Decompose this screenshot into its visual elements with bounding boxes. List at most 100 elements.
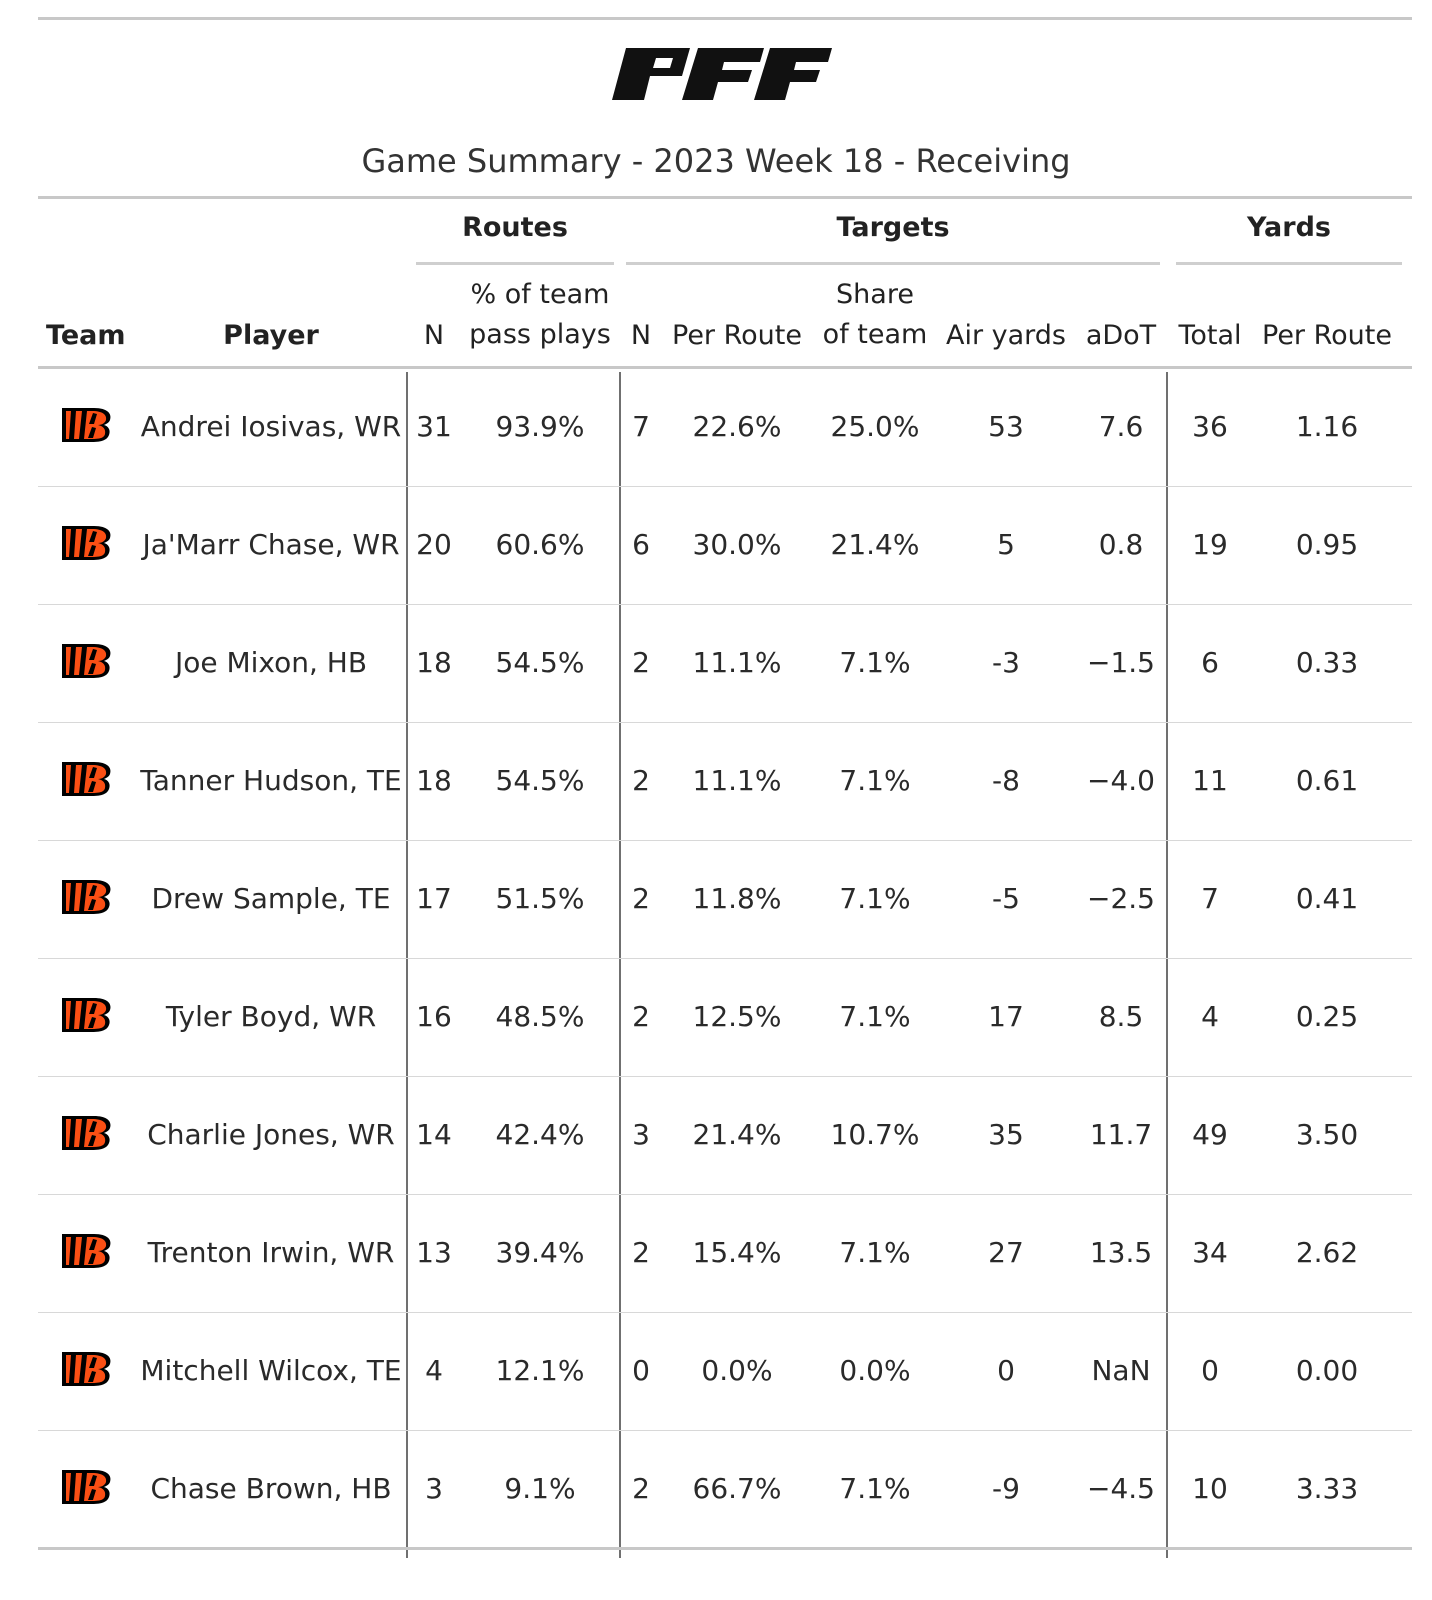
cell-air-yards: 0 — [997, 1354, 1015, 1387]
cell-adot: −4.5 — [1087, 1472, 1155, 1505]
cell-routes-n: 4 — [425, 1354, 443, 1387]
cell-routes-n: 20 — [416, 528, 452, 561]
row-divider — [38, 1194, 1412, 1195]
col-yards-total: Total — [1178, 320, 1242, 351]
col-routes-pct-line2: pass plays — [469, 319, 611, 350]
bengals-logo-icon — [62, 408, 111, 442]
separator-player-routes — [406, 372, 408, 1558]
cell-yards-per-route: 0.41 — [1295, 882, 1359, 915]
cell-targets-per-route: 11.8% — [692, 882, 782, 915]
cell-air-yards: 17 — [988, 1000, 1024, 1033]
cell-targets-n: 2 — [632, 1472, 650, 1505]
cell-yards-per-route: 3.50 — [1295, 1118, 1359, 1151]
bengals-logo-icon — [62, 762, 111, 796]
row-divider — [38, 840, 1412, 841]
cell-targets-share: 10.7% — [830, 1118, 920, 1151]
cell-routes-pct: 12.1% — [495, 1354, 585, 1387]
cell-adot: 8.5 — [1098, 1000, 1144, 1033]
cell-player: Trenton Irwin, WR — [147, 1236, 395, 1269]
cell-player: Andrei Iosivas, WR — [140, 410, 402, 443]
cell-player: Charlie Jones, WR — [147, 1118, 395, 1151]
cell-routes-pct: 39.4% — [495, 1236, 585, 1269]
cell-yards-total: 36 — [1192, 410, 1228, 443]
header-rule — [38, 366, 1412, 369]
cell-targets-share: 7.1% — [839, 646, 911, 679]
cell-routes-n: 31 — [416, 410, 452, 443]
cell-air-yards: -3 — [992, 646, 1020, 679]
cell-player: Tyler Boyd, WR — [165, 1000, 377, 1033]
col-routes-pct: % of team pass plays — [462, 275, 618, 355]
col-player: Player — [223, 320, 319, 351]
cell-yards-per-route: 0.61 — [1295, 764, 1359, 797]
col-targets-share-line2: of team — [822, 319, 928, 350]
cell-targets-per-route: 21.4% — [692, 1118, 782, 1151]
cell-player: Drew Sample, TE — [151, 882, 391, 915]
cell-routes-n: 14 — [416, 1118, 452, 1151]
bengals-logo-icon — [62, 644, 111, 678]
cell-targets-share: 7.1% — [839, 1000, 911, 1033]
cell-routes-pct: 51.5% — [495, 882, 585, 915]
cell-targets-share: 25.0% — [830, 410, 920, 443]
cell-adot: −1.5 — [1087, 646, 1155, 679]
row-divider — [38, 1312, 1412, 1313]
bengals-logo-icon — [62, 1116, 111, 1150]
cell-targets-per-route: 66.7% — [692, 1472, 782, 1505]
cell-yards-total: 49 — [1192, 1118, 1228, 1151]
cell-targets-per-route: 22.6% — [692, 410, 782, 443]
row-divider — [38, 486, 1412, 487]
bengals-logo-icon — [62, 998, 111, 1032]
col-yards-per-route: Per Route — [1262, 320, 1392, 351]
cell-routes-n: 18 — [416, 764, 452, 797]
cell-adot: NaN — [1091, 1354, 1151, 1387]
cell-air-yards: 53 — [988, 410, 1024, 443]
cell-targets-share: 21.4% — [830, 528, 920, 561]
cell-targets-n: 6 — [632, 528, 650, 561]
cell-targets-n: 2 — [632, 764, 650, 797]
cell-adot: 13.5 — [1089, 1236, 1153, 1269]
cell-yards-per-route: 1.16 — [1295, 410, 1359, 443]
cell-targets-per-route: 11.1% — [692, 764, 782, 797]
cell-targets-per-route: 15.4% — [692, 1236, 782, 1269]
col-targets-share: Share of team — [814, 275, 936, 355]
col-targets-n: N — [630, 320, 652, 351]
cell-targets-share: 0.0% — [839, 1354, 911, 1387]
cell-yards-total: 6 — [1201, 646, 1219, 679]
row-divider — [38, 604, 1412, 605]
col-targets-per-route: Per Route — [672, 320, 802, 351]
cell-targets-n: 2 — [632, 1236, 650, 1269]
bottom-rule — [38, 1547, 1412, 1550]
cell-targets-n: 2 — [632, 646, 650, 679]
col-routes-pct-line1: % of team — [470, 279, 610, 310]
cell-adot: −4.0 — [1087, 764, 1155, 797]
spanner-routes-rule — [416, 262, 614, 265]
cell-targets-n: 2 — [632, 882, 650, 915]
cell-yards-per-route: 0.25 — [1295, 1000, 1359, 1033]
cell-targets-share: 7.1% — [839, 1236, 911, 1269]
cell-routes-n: 16 — [416, 1000, 452, 1033]
cell-air-yards: 5 — [997, 528, 1015, 561]
pff-logo — [612, 48, 832, 100]
cell-air-yards: -5 — [992, 882, 1020, 915]
col-routes-n: N — [423, 320, 445, 351]
cell-targets-per-route: 30.0% — [692, 528, 782, 561]
spanner-targets-rule — [626, 262, 1160, 265]
cell-routes-pct: 54.5% — [495, 764, 585, 797]
cell-yards-total: 10 — [1192, 1472, 1228, 1505]
cell-yards-per-route: 0.00 — [1295, 1354, 1359, 1387]
cell-player: Chase Brown, HB — [150, 1472, 392, 1505]
separator-routes-targets — [619, 372, 621, 1558]
cell-routes-n: 17 — [416, 882, 452, 915]
cell-player: Ja'Marr Chase, WR — [142, 528, 400, 561]
separator-targets-yards — [1166, 372, 1168, 1558]
cell-player: Joe Mixon, HB — [174, 646, 368, 679]
cell-yards-total: 4 — [1201, 1000, 1219, 1033]
spanner-yards-rule — [1176, 262, 1402, 265]
cell-routes-n: 3 — [425, 1472, 443, 1505]
cell-targets-n: 3 — [632, 1118, 650, 1151]
bengals-logo-icon — [62, 1352, 111, 1386]
cell-adot: −2.5 — [1087, 882, 1155, 915]
bengals-logo-icon — [62, 1234, 111, 1268]
cell-yards-per-route: 3.33 — [1295, 1472, 1359, 1505]
bengals-logo-icon — [62, 526, 111, 560]
cell-routes-n: 18 — [416, 646, 452, 679]
